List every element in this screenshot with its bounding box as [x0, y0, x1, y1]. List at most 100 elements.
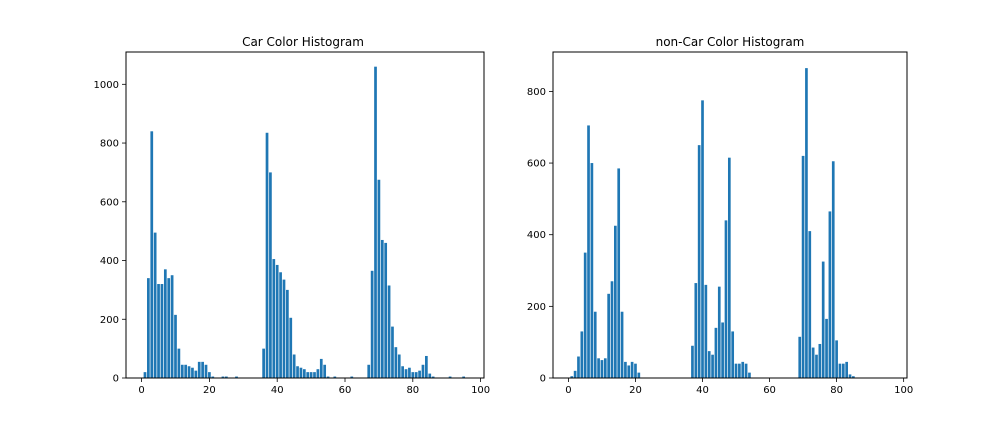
- car-histogram-bar: [296, 366, 299, 378]
- car-histogram-bar: [208, 372, 211, 378]
- noncar-histogram-x-ticks: 0 20 40 60 80 100: [565, 378, 913, 396]
- car-histogram-y-tick-label: 400: [100, 256, 119, 267]
- car-histogram-bar: [262, 348, 265, 378]
- noncar-histogram-bar: [630, 361, 634, 378]
- car-histogram-bars: [143, 66, 466, 379]
- car-histogram-bar: [211, 376, 215, 378]
- car-histogram-bar: [431, 376, 435, 378]
- car-histogram-y-tick-label: 200: [100, 315, 119, 326]
- noncar-histogram-bar: [620, 311, 624, 378]
- noncar-histogram-x-tick-label: 40: [696, 385, 709, 396]
- car-histogram-y-ticks: 0 200 400 600 800 1000: [94, 80, 126, 385]
- car-histogram-bar: [299, 367, 303, 378]
- noncar-histogram-bar: [845, 361, 848, 378]
- car-histogram-bar: [289, 317, 293, 378]
- noncar-histogram-bar: [570, 376, 574, 378]
- noncar-histogram-bar: [714, 327, 718, 378]
- car-histogram-bar: [323, 364, 327, 378]
- noncar-histogram-bar: [805, 68, 808, 379]
- noncar-histogram-bar: [828, 211, 832, 378]
- noncar-histogram-x-tick-label: 60: [763, 385, 776, 396]
- noncar-histogram-bar: [724, 220, 728, 378]
- noncar-histogram-bar: [691, 345, 694, 378]
- car-histogram-y-tick-label: 600: [100, 197, 119, 208]
- noncar-histogram-bar: [835, 340, 838, 378]
- car-histogram-bar: [333, 376, 337, 378]
- noncar-histogram-bar: [583, 252, 587, 378]
- car-histogram-bar: [425, 355, 428, 378]
- noncar-histogram-chart: non-Car Color Histogram 0 20 40 60 80 100 0 20…: [527, 35, 913, 396]
- car-histogram-bar: [374, 66, 377, 379]
- car-histogram-bar: [279, 272, 282, 378]
- noncar-histogram-bar: [821, 261, 825, 378]
- noncar-histogram-bar: [748, 372, 751, 378]
- noncar-histogram-x-tick-label: 0: [565, 385, 571, 396]
- noncar-histogram-bar: [841, 363, 845, 378]
- car-histogram-bar: [411, 372, 415, 378]
- noncar-histogram-bar: [801, 155, 805, 378]
- car-histogram-bar: [286, 289, 289, 378]
- noncar-histogram-bar: [734, 363, 738, 378]
- car-histogram-bar: [160, 284, 164, 378]
- noncar-histogram-bar: [825, 318, 828, 378]
- car-histogram-bar: [319, 358, 323, 378]
- car-histogram-bar: [448, 376, 452, 378]
- car-histogram-x-tick-label: 80: [406, 385, 419, 396]
- car-histogram-axes-frame: [125, 51, 485, 379]
- noncar-histogram-bar: [593, 311, 597, 378]
- car-histogram-bar: [265, 132, 269, 378]
- noncar-histogram-y-tick-label: 400: [527, 230, 546, 241]
- noncar-histogram-bars: [570, 68, 855, 379]
- noncar-histogram-bar: [610, 281, 614, 378]
- car-histogram-bar: [235, 376, 238, 378]
- car-histogram-bar: [421, 364, 425, 378]
- noncar-histogram-bar: [573, 370, 577, 378]
- car-histogram-bar: [462, 376, 466, 378]
- noncar-histogram-bar: [831, 161, 835, 378]
- noncar-histogram-title: non-Car Color Histogram: [656, 35, 805, 49]
- car-histogram-x-tick-label: 100: [471, 385, 490, 396]
- car-histogram-bar: [401, 366, 404, 378]
- noncar-histogram-y-ticks: 0 200 400 600 800: [527, 87, 553, 385]
- car-histogram-bar: [428, 373, 432, 378]
- noncar-histogram-y-tick-label: 0: [540, 374, 546, 385]
- noncar-histogram-axes-frame: [552, 51, 908, 379]
- noncar-histogram-x-tick-label: 20: [629, 385, 642, 396]
- noncar-histogram-bar: [614, 225, 617, 378]
- car-histogram-bar: [163, 269, 167, 378]
- noncar-histogram-bar: [818, 343, 822, 378]
- noncar-histogram-x-tick-label: 80: [830, 385, 843, 396]
- car-histogram-bar: [394, 347, 398, 378]
- noncar-histogram-bar: [697, 145, 701, 378]
- car-histogram-bar: [221, 376, 225, 378]
- car-histogram-bar: [204, 364, 208, 378]
- car-histogram-bar: [418, 370, 421, 378]
- noncar-histogram-bar: [577, 356, 580, 378]
- car-histogram-bar: [275, 264, 279, 378]
- noncar-histogram-bar: [624, 361, 627, 378]
- car-histogram-bar: [292, 354, 296, 378]
- car-histogram-bar: [306, 372, 310, 378]
- car-histogram-bar: [269, 172, 272, 378]
- noncar-histogram-bar: [741, 361, 745, 378]
- car-histogram-bar: [197, 361, 201, 378]
- noncar-histogram-y-tick-label: 200: [527, 302, 546, 313]
- car-histogram-bar: [309, 372, 313, 378]
- noncar-histogram-x-tick-label: 100: [894, 385, 913, 396]
- noncar-histogram-bar: [627, 365, 631, 378]
- car-histogram-bar: [408, 367, 411, 378]
- noncar-histogram-bar: [597, 358, 600, 378]
- car-histogram-bar: [384, 242, 388, 378]
- noncar-histogram-bar: [580, 331, 584, 378]
- car-histogram-x-tick-label: 40: [271, 385, 284, 396]
- car-histogram-bar: [170, 275, 174, 378]
- car-histogram-bar: [184, 364, 188, 378]
- car-histogram-x-tick-label: 0: [138, 385, 144, 396]
- car-histogram-x-ticks: 0 20 40 60 80 100: [138, 378, 490, 396]
- car-histogram-bar: [150, 131, 154, 378]
- noncar-histogram-y-tick-label: 800: [527, 87, 546, 98]
- car-histogram-bar: [370, 270, 374, 378]
- noncar-histogram-bar: [637, 372, 641, 378]
- noncar-histogram-bar: [848, 374, 852, 378]
